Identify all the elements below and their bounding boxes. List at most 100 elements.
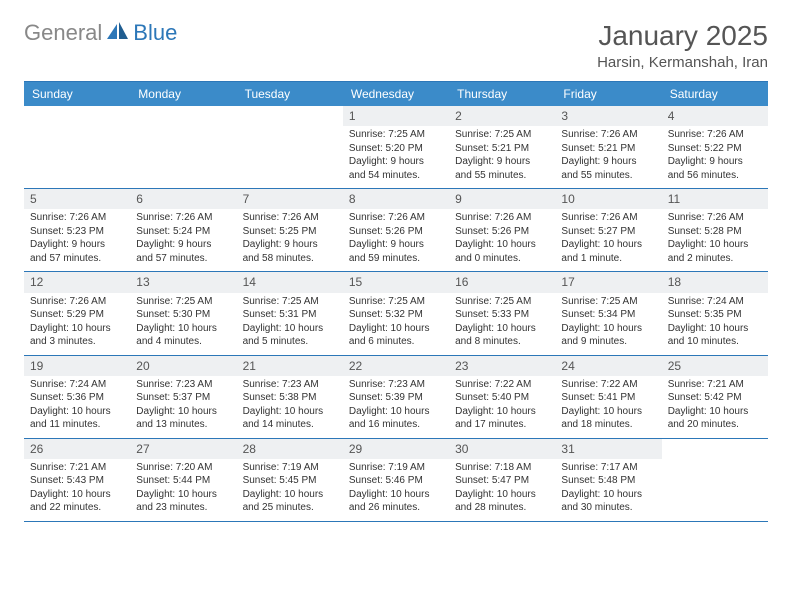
daylight-text: Daylight: 10 hours bbox=[349, 405, 443, 419]
daylight-text: Daylight: 10 hours bbox=[349, 322, 443, 336]
sunrise-text: Sunrise: 7:23 AM bbox=[349, 378, 443, 392]
day-cell: 20Sunrise: 7:23 AMSunset: 5:37 PMDayligh… bbox=[130, 356, 236, 438]
day-cell: 17Sunrise: 7:25 AMSunset: 5:34 PMDayligh… bbox=[555, 272, 661, 354]
day-header-row: Sunday Monday Tuesday Wednesday Thursday… bbox=[24, 82, 768, 106]
sunrise-text: Sunrise: 7:25 AM bbox=[349, 295, 443, 309]
daylight-text: Daylight: 10 hours bbox=[561, 488, 655, 502]
day-number: 15 bbox=[343, 272, 449, 292]
week-row: 5Sunrise: 7:26 AMSunset: 5:23 PMDaylight… bbox=[24, 189, 768, 272]
day-number: 7 bbox=[237, 189, 343, 209]
sunrise-text: Sunrise: 7:26 AM bbox=[349, 211, 443, 225]
day-cell: 6Sunrise: 7:26 AMSunset: 5:24 PMDaylight… bbox=[130, 189, 236, 271]
day-cell bbox=[237, 106, 343, 188]
week-row: 1Sunrise: 7:25 AMSunset: 5:20 PMDaylight… bbox=[24, 106, 768, 189]
daylight-text: and 18 minutes. bbox=[561, 418, 655, 432]
daylight-text: and 28 minutes. bbox=[455, 501, 549, 515]
day-header: Tuesday bbox=[237, 82, 343, 106]
sunrise-text: Sunrise: 7:26 AM bbox=[668, 128, 762, 142]
daylight-text: Daylight: 10 hours bbox=[136, 322, 230, 336]
daylight-text: and 8 minutes. bbox=[455, 335, 549, 349]
day-cell: 27Sunrise: 7:20 AMSunset: 5:44 PMDayligh… bbox=[130, 439, 236, 521]
month-title: January 2025 bbox=[597, 20, 768, 52]
day-number: 8 bbox=[343, 189, 449, 209]
day-cell: 12Sunrise: 7:26 AMSunset: 5:29 PMDayligh… bbox=[24, 272, 130, 354]
day-header: Monday bbox=[130, 82, 236, 106]
daylight-text: Daylight: 10 hours bbox=[668, 238, 762, 252]
day-cell: 21Sunrise: 7:23 AMSunset: 5:38 PMDayligh… bbox=[237, 356, 343, 438]
day-number: 20 bbox=[130, 356, 236, 376]
day-cell: 25Sunrise: 7:21 AMSunset: 5:42 PMDayligh… bbox=[662, 356, 768, 438]
sunrise-text: Sunrise: 7:21 AM bbox=[668, 378, 762, 392]
sunrise-text: Sunrise: 7:25 AM bbox=[349, 128, 443, 142]
sunset-text: Sunset: 5:41 PM bbox=[561, 391, 655, 405]
daylight-text: Daylight: 9 hours bbox=[561, 155, 655, 169]
sunset-text: Sunset: 5:34 PM bbox=[561, 308, 655, 322]
daylight-text: and 13 minutes. bbox=[136, 418, 230, 432]
sunset-text: Sunset: 5:39 PM bbox=[349, 391, 443, 405]
day-number bbox=[662, 439, 768, 443]
day-number: 3 bbox=[555, 106, 661, 126]
day-number: 16 bbox=[449, 272, 555, 292]
day-cell: 14Sunrise: 7:25 AMSunset: 5:31 PMDayligh… bbox=[237, 272, 343, 354]
daylight-text: and 22 minutes. bbox=[30, 501, 124, 515]
day-number: 28 bbox=[237, 439, 343, 459]
day-number: 23 bbox=[449, 356, 555, 376]
day-number: 5 bbox=[24, 189, 130, 209]
day-cell: 11Sunrise: 7:26 AMSunset: 5:28 PMDayligh… bbox=[662, 189, 768, 271]
sunrise-text: Sunrise: 7:26 AM bbox=[455, 211, 549, 225]
day-number bbox=[24, 106, 130, 110]
day-cell: 30Sunrise: 7:18 AMSunset: 5:47 PMDayligh… bbox=[449, 439, 555, 521]
sunrise-text: Sunrise: 7:25 AM bbox=[455, 128, 549, 142]
day-cell: 9Sunrise: 7:26 AMSunset: 5:26 PMDaylight… bbox=[449, 189, 555, 271]
sunset-text: Sunset: 5:32 PM bbox=[349, 308, 443, 322]
day-cell: 13Sunrise: 7:25 AMSunset: 5:30 PMDayligh… bbox=[130, 272, 236, 354]
day-number: 24 bbox=[555, 356, 661, 376]
sunrise-text: Sunrise: 7:21 AM bbox=[30, 461, 124, 475]
daylight-text: and 1 minute. bbox=[561, 252, 655, 266]
day-header: Saturday bbox=[662, 82, 768, 106]
day-number: 31 bbox=[555, 439, 661, 459]
sunrise-text: Sunrise: 7:25 AM bbox=[455, 295, 549, 309]
day-cell bbox=[130, 106, 236, 188]
day-cell: 24Sunrise: 7:22 AMSunset: 5:41 PMDayligh… bbox=[555, 356, 661, 438]
day-cell: 28Sunrise: 7:19 AMSunset: 5:45 PMDayligh… bbox=[237, 439, 343, 521]
sunset-text: Sunset: 5:37 PM bbox=[136, 391, 230, 405]
daylight-text: and 20 minutes. bbox=[668, 418, 762, 432]
sunrise-text: Sunrise: 7:26 AM bbox=[136, 211, 230, 225]
daylight-text: and 57 minutes. bbox=[30, 252, 124, 266]
sunset-text: Sunset: 5:38 PM bbox=[243, 391, 337, 405]
day-cell: 16Sunrise: 7:25 AMSunset: 5:33 PMDayligh… bbox=[449, 272, 555, 354]
daylight-text: Daylight: 10 hours bbox=[455, 405, 549, 419]
daylight-text: and 17 minutes. bbox=[455, 418, 549, 432]
sunset-text: Sunset: 5:45 PM bbox=[243, 474, 337, 488]
day-number: 25 bbox=[662, 356, 768, 376]
daylight-text: Daylight: 9 hours bbox=[136, 238, 230, 252]
calendar: Sunday Monday Tuesday Wednesday Thursday… bbox=[24, 81, 768, 522]
day-cell: 15 Sunrise: 7:25 AMSunset: 5:32 PMDayligh… bbox=[343, 272, 449, 354]
daylight-text: Daylight: 9 hours bbox=[349, 155, 443, 169]
sunset-text: Sunset: 5:25 PM bbox=[243, 225, 337, 239]
day-cell: 3Sunrise: 7:26 AMSunset: 5:21 PMDaylight… bbox=[555, 106, 661, 188]
daylight-text: Daylight: 9 hours bbox=[668, 155, 762, 169]
sunrise-text: Sunrise: 7:24 AM bbox=[30, 378, 124, 392]
sunrise-text: Sunrise: 7:17 AM bbox=[561, 461, 655, 475]
sunrise-text: Sunrise: 7:26 AM bbox=[561, 128, 655, 142]
daylight-text: and 5 minutes. bbox=[243, 335, 337, 349]
day-number: 30 bbox=[449, 439, 555, 459]
day-cell: 4Sunrise: 7:26 AMSunset: 5:22 PMDaylight… bbox=[662, 106, 768, 188]
day-number: 6 bbox=[130, 189, 236, 209]
day-cell: 5Sunrise: 7:26 AMSunset: 5:23 PMDaylight… bbox=[24, 189, 130, 271]
sunset-text: Sunset: 5:28 PM bbox=[668, 225, 762, 239]
day-cell: 8Sunrise: 7:26 AMSunset: 5:26 PMDaylight… bbox=[343, 189, 449, 271]
daylight-text: and 23 minutes. bbox=[136, 501, 230, 515]
day-number: 26 bbox=[24, 439, 130, 459]
sunset-text: Sunset: 5:26 PM bbox=[455, 225, 549, 239]
day-number bbox=[237, 106, 343, 110]
sunrise-text: Sunrise: 7:25 AM bbox=[561, 295, 655, 309]
daylight-text: Daylight: 9 hours bbox=[455, 155, 549, 169]
day-number: 27 bbox=[130, 439, 236, 459]
daylight-text: and 30 minutes. bbox=[561, 501, 655, 515]
daylight-text: Daylight: 9 hours bbox=[30, 238, 124, 252]
sunrise-text: Sunrise: 7:18 AM bbox=[455, 461, 549, 475]
daylight-text: and 55 minutes. bbox=[561, 169, 655, 183]
